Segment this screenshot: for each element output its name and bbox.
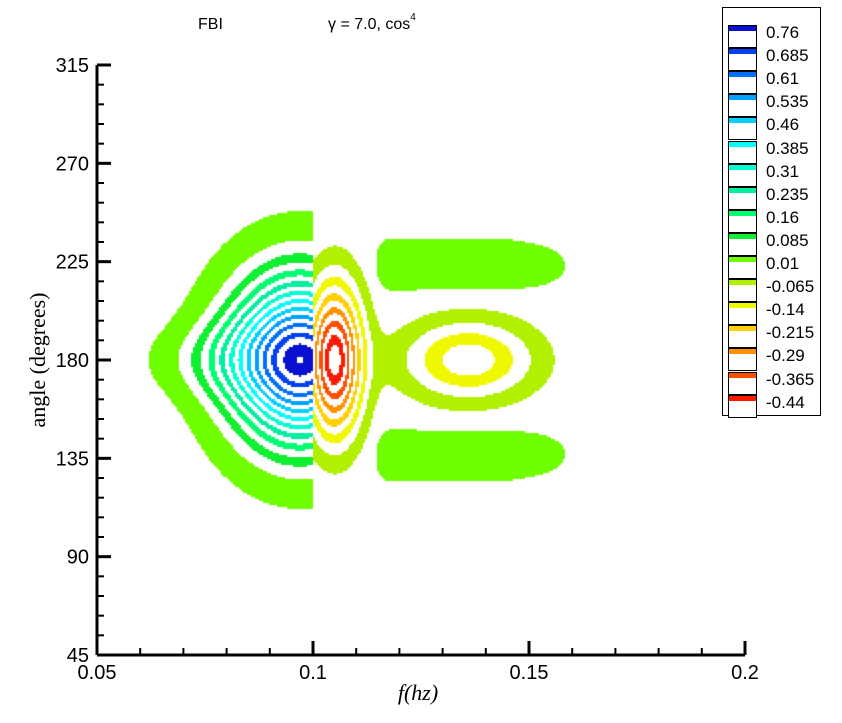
legend-label: 0.16	[766, 207, 800, 227]
legend: 0.76 0.685 0.61 0.535 0.46 0.385 0.31 0.235 0.16…	[722, 7, 821, 418]
legend-label: 0.61	[766, 69, 800, 89]
legend-label: -0.14	[766, 300, 805, 320]
legend-entry: -0.44	[728, 392, 818, 418]
legend-label: -0.44	[766, 392, 805, 412]
legend-label: 0.685	[766, 46, 809, 66]
legend-label: 0.085	[766, 230, 809, 250]
legend-entry: 0.685	[728, 46, 818, 72]
x-tick-label: 0.05	[78, 662, 117, 684]
legend-gap	[728, 354, 757, 372]
legend-entry: 0.535	[728, 92, 818, 118]
legend-swatch	[728, 140, 757, 147]
legend-label: 0.535	[766, 92, 809, 112]
legend-gap	[728, 123, 757, 141]
x-tick-label: 0.2	[731, 662, 759, 684]
legend-entry: 0.76	[728, 23, 818, 48]
x-tick-label: 0.1	[299, 662, 327, 684]
legend-gap	[728, 100, 757, 118]
legend-entry: 0.01	[728, 254, 818, 279]
legend-swatch	[728, 25, 757, 31]
y-tick-label: 180	[56, 350, 89, 372]
legend-entry: -0.215	[728, 323, 818, 349]
legend-gap	[728, 285, 757, 303]
legend-swatch	[728, 256, 757, 262]
legend-label: 0.235	[766, 184, 809, 204]
contour-field	[97, 65, 745, 655]
legend-swatch	[728, 94, 757, 101]
legend-gap	[728, 31, 757, 48]
y-tick-label: 45	[67, 645, 89, 667]
legend-gap	[728, 192, 757, 210]
legend-label: 0.01	[766, 254, 800, 273]
legend-gap	[728, 54, 757, 72]
legend-swatch	[728, 71, 757, 78]
legend-swatch	[728, 48, 757, 55]
legend-gap	[728, 238, 757, 256]
legend-swatch	[728, 371, 757, 378]
legend-swatch	[728, 302, 757, 309]
legend-swatch	[728, 325, 757, 332]
title-params: γ = 7.0, cos	[328, 16, 411, 33]
legend-label: -0.215	[766, 323, 815, 343]
legend-gap	[728, 308, 757, 326]
legend-label: -0.065	[766, 277, 815, 297]
legend-entry: 0.31	[728, 161, 818, 187]
y-tick-label: 135	[56, 448, 89, 470]
chart-title-right: γ = 7.0, cos4	[328, 12, 416, 34]
x-axis-label: f(hz)	[398, 680, 438, 705]
legend-entry: -0.365	[728, 369, 818, 395]
legend-entry: 0.085	[728, 230, 818, 256]
legend-gap	[728, 169, 757, 187]
legend-label: -0.365	[766, 369, 815, 389]
y-tick-label: 90	[67, 547, 89, 569]
legend-swatch	[728, 279, 757, 286]
legend-gap	[728, 331, 757, 349]
legend-entry: 0.61	[728, 69, 818, 95]
legend-entry: 0.385	[728, 138, 818, 164]
legend-label: 0.76	[766, 23, 800, 42]
legend-entry: 0.16	[728, 207, 818, 233]
y-axis-label: angle (degrees)	[25, 293, 50, 428]
legend-gap	[728, 77, 757, 95]
legend-entry: -0.29	[728, 346, 818, 372]
legend-gap	[728, 146, 757, 164]
legend-label: 0.46	[766, 115, 800, 135]
legend-gap	[728, 215, 757, 233]
legend-label: -0.29	[766, 346, 805, 366]
legend-gap	[728, 377, 757, 395]
legend-swatch	[728, 186, 757, 193]
legend-swatch	[728, 163, 757, 170]
legend-entry: -0.14	[728, 300, 818, 326]
legend-swatch	[728, 209, 757, 216]
legend-entry: -0.065	[728, 277, 818, 303]
legend-swatch	[728, 348, 757, 355]
legend-label: 0.385	[766, 138, 809, 158]
legend-gap	[728, 262, 757, 279]
title-superscript: 4	[410, 12, 416, 23]
y-tick-label: 315	[56, 55, 89, 77]
legend-entry: 0.46	[728, 115, 818, 141]
legend-swatch	[728, 394, 757, 401]
x-tick-label: 0.15	[510, 662, 549, 684]
legend-label: 0.31	[766, 161, 800, 181]
chart-title-left: FBI	[198, 16, 223, 33]
y-tick-label: 225	[56, 252, 89, 274]
legend-gap	[728, 400, 757, 418]
legend-entry: 0.235	[728, 184, 818, 210]
legend-swatch	[728, 117, 757, 124]
legend-swatch	[728, 232, 757, 239]
y-tick-label: 270	[56, 153, 89, 175]
